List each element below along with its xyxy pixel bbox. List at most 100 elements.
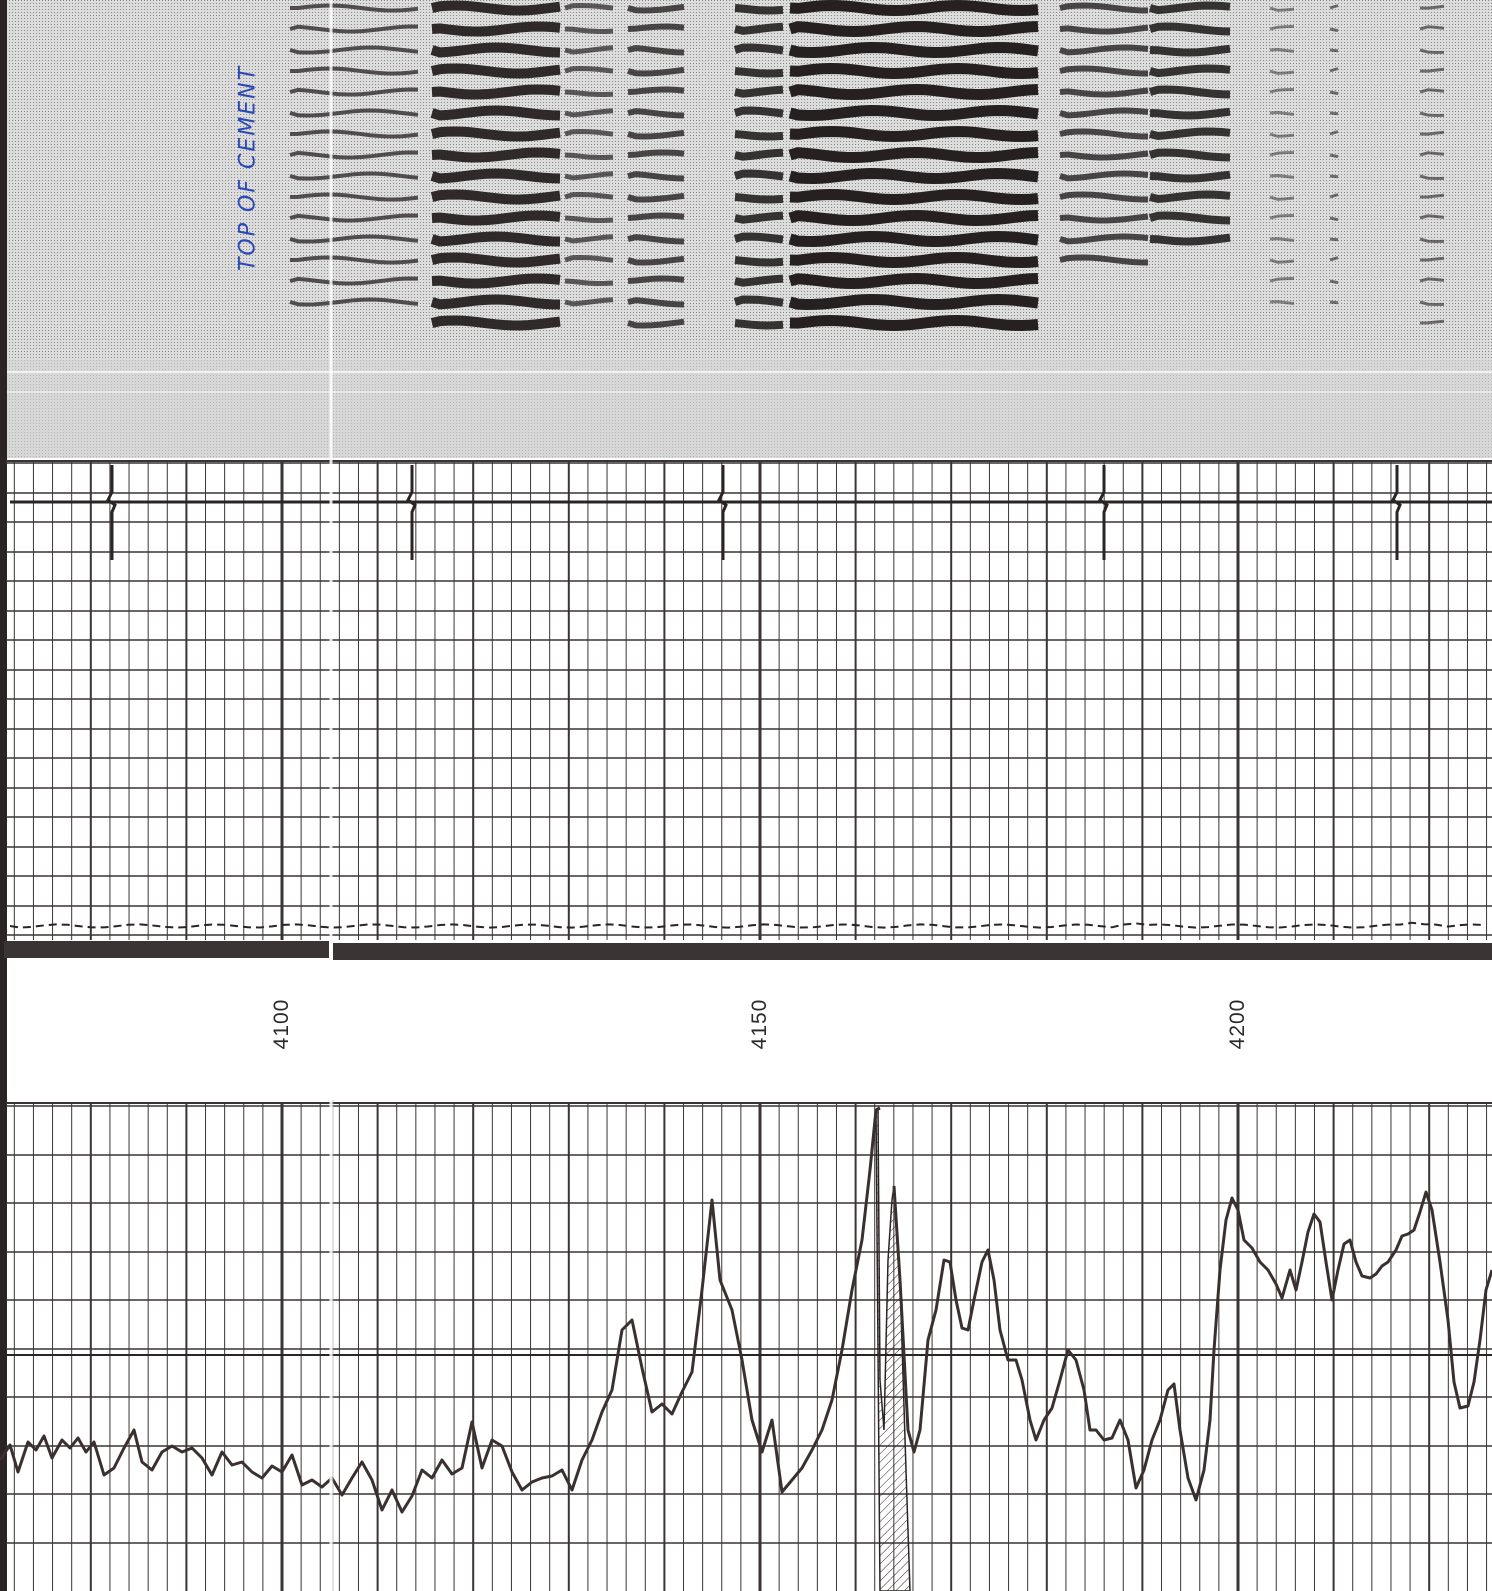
vdl-stripe <box>1329 300 1339 305</box>
vdl-stripe <box>1329 27 1339 33</box>
vdl-stripe <box>564 26 614 35</box>
vdl-stripe <box>431 84 561 100</box>
collar-spike <box>406 465 417 560</box>
vdl-stripe <box>1059 2 1149 14</box>
vdl-stripe <box>1329 90 1339 96</box>
vdl-stripe <box>1149 44 1231 57</box>
vdl-stripe <box>627 23 685 32</box>
vdl-stripe <box>430 168 561 184</box>
vdl-stripe <box>289 150 419 160</box>
vdl-stripe <box>733 169 784 181</box>
vdl-stripe <box>289 45 419 55</box>
vdl-stripe <box>627 66 685 77</box>
vdl-stripe <box>1059 65 1149 77</box>
vdl-stripe <box>1329 48 1339 53</box>
log-curve <box>0 1106 1492 1514</box>
vdl-stripe <box>1059 233 1149 245</box>
vdl-stripe <box>289 108 419 118</box>
vdl-stripe <box>1329 111 1339 116</box>
vdl-stripe <box>1148 1 1231 15</box>
vdl-stripe <box>734 319 784 330</box>
vdl-stripe <box>734 148 784 161</box>
vdl-stripe <box>1419 300 1445 307</box>
vdl-stripe <box>627 129 685 140</box>
vdl-stripe <box>1329 237 1339 242</box>
vdl-stripe <box>788 293 1039 311</box>
vdl-stripe <box>627 149 685 158</box>
vdl-stripe <box>1149 107 1231 120</box>
depth-label-4150: 4150 <box>748 998 771 1050</box>
vdl-stripe <box>1269 173 1295 179</box>
vdl-stripe <box>627 108 685 119</box>
vdl-stripe <box>1149 127 1231 141</box>
vdl-stripe <box>1149 233 1231 246</box>
vdl-stripe <box>1269 195 1295 201</box>
vdl-stripe <box>430 189 561 205</box>
vdl-stripe <box>289 234 419 244</box>
vdl-stripe <box>627 171 685 182</box>
vdl-stripe <box>734 256 784 267</box>
vdl-stripe <box>1269 88 1295 94</box>
vdl-stripe <box>290 3 419 13</box>
vdl-stripe <box>1329 67 1339 73</box>
collar-spike <box>717 465 728 560</box>
vdl-stripe <box>788 41 1039 59</box>
vdl-stripe <box>734 4 784 15</box>
vdl-stripe <box>1148 148 1231 162</box>
vdl-stripe <box>289 276 419 286</box>
vdl-stripe <box>430 63 561 79</box>
vdl-stripe <box>1329 153 1339 159</box>
vdl-stripe <box>289 171 419 181</box>
vdl-stripe <box>1059 170 1149 182</box>
depth-label-4100: 4100 <box>270 998 293 1050</box>
vdl-stripe <box>290 66 419 76</box>
vdl-stripe <box>431 21 561 37</box>
vdl-stripe <box>1419 214 1445 220</box>
vdl-stripe <box>733 295 784 307</box>
vdl-stripe <box>1269 25 1295 31</box>
vdl-stripe <box>1059 213 1149 224</box>
vdl-stripe <box>734 22 784 35</box>
depth-band <box>4 941 1492 960</box>
vdl-stripe <box>1269 132 1295 138</box>
vdl-stripe <box>1420 193 1445 199</box>
amplitude-track <box>6 460 1492 940</box>
vdl-stripe <box>1059 44 1149 56</box>
vdl-stripe <box>734 130 784 141</box>
vdl-stripe <box>1269 300 1295 305</box>
vdl-stripe <box>1059 107 1149 119</box>
vdl-stripe <box>627 255 685 266</box>
vdl-stripe <box>788 167 1039 185</box>
vdl-stripe <box>564 45 614 55</box>
vdl-stripe <box>289 213 419 223</box>
vdl-stripe <box>627 275 685 284</box>
vdl-stripe <box>789 188 1039 206</box>
vdl-stripe <box>1269 237 1295 242</box>
vdl-variable-density-track <box>7 0 1492 458</box>
vdl-stripe <box>627 86 685 95</box>
vdl-stripe <box>1329 279 1339 285</box>
vdl-stripe <box>627 3 685 14</box>
vdl-stripe <box>1419 48 1445 55</box>
vdl-stripe <box>1269 110 1295 116</box>
vdl-stripe <box>1059 191 1149 203</box>
vdl-stripe <box>564 278 614 287</box>
collar-spike <box>1098 465 1109 560</box>
vdl-stripe <box>1329 4 1339 10</box>
vdl-stripe <box>627 212 685 221</box>
amplitude-dashed-curve <box>9 921 1485 929</box>
vdl-stripe <box>1059 128 1149 140</box>
vdl-stripe <box>430 126 561 142</box>
vdl-stripe <box>627 318 685 329</box>
amplitude-grid <box>6 460 1492 940</box>
vdl-stripe <box>627 192 685 203</box>
vdl-stripe <box>1329 193 1339 199</box>
vdl-stripe <box>788 230 1039 248</box>
vdl-stripe <box>1329 216 1339 222</box>
vdl-stripe <box>1419 277 1445 283</box>
vdl-stripe <box>627 297 685 308</box>
vdl-stripe <box>430 315 561 331</box>
vdl-stripe <box>733 232 784 244</box>
vdl-stripe <box>788 209 1039 227</box>
depth-label-4200: 4200 <box>1226 998 1249 1050</box>
